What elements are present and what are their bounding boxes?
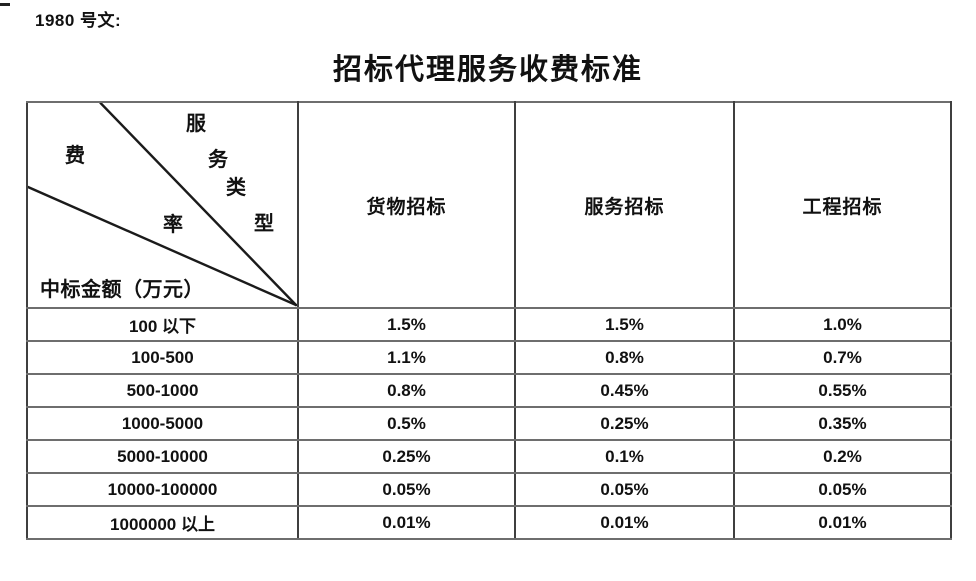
corner-row-axis-label: 中标金额（万元） [40,279,204,301]
table-row: 500-1000 0.8% 0.45% 0.55% [26,373,952,408]
row-label-cell: 100-500 [26,340,299,375]
fee-value-cell: 0.2% [733,439,952,474]
fee-value-cell: 0.01% [514,505,735,540]
fee-value-cell: 0.55% [733,373,952,408]
table-header-row: 费 服 务 类 率 型 中标金额（万元） 货物招标 服务招标 工程招标 [26,101,952,309]
row-label-cell: 5000-10000 [26,439,299,474]
table-row: 10000-100000 0.05% 0.05% 0.05% [26,472,952,507]
fee-value-cell: 0.25% [514,406,735,441]
fee-value-cell: 0.8% [297,373,516,408]
column-header-goods: 货物招标 [297,101,516,309]
doc-number: 1980 号文: [35,11,122,30]
row-label-cell: 1000-5000 [26,406,299,441]
table-row: 5000-10000 0.25% 0.1% 0.2% [26,439,952,474]
scan-artifact [0,3,10,6]
row-label-cell: 10000-100000 [26,472,299,507]
fee-value-cell: 0.35% [733,406,952,441]
table-row: 1000-5000 0.5% 0.25% 0.35% [26,406,952,441]
fee-value-cell: 0.45% [514,373,735,408]
page-title: 招标代理服务收费标准 [332,54,643,86]
row-label-cell: 1000000 以上 [26,505,299,540]
fee-value-cell: 0.01% [733,505,952,540]
fee-value-cell: 1.5% [514,307,735,342]
fee-value-cell: 0.25% [297,439,516,474]
column-header-service: 服务招标 [514,101,735,309]
table-row: 100-500 1.1% 0.8% 0.7% [26,340,952,375]
corner-service-char3: 类 [226,177,246,199]
fee-value-cell: 0.01% [297,505,516,540]
table-row: 100 以下 1.5% 1.5% 1.0% [26,307,952,342]
fee-value-cell: 0.05% [514,472,735,507]
fee-value-cell: 0.8% [514,340,735,375]
fee-value-cell: 1.1% [297,340,516,375]
corner-service-char4: 型 [254,213,274,235]
fee-value-cell: 1.0% [733,307,952,342]
diagonal-lines [28,103,297,307]
corner-service-char1: 服 [186,113,206,135]
fee-value-cell: 0.05% [733,472,952,507]
fee-standard-table: 费 服 务 类 率 型 中标金额（万元） 货物招标 服务招标 工程招标 100 … [26,101,952,540]
corner-rate-char: 率 [163,214,183,236]
fee-value-cell: 1.5% [297,307,516,342]
fee-value-cell: 0.7% [733,340,952,375]
corner-fee-char: 费 [65,145,85,167]
table-row: 1000000 以上 0.01% 0.01% 0.01% [26,505,952,540]
row-label-cell: 100 以下 [26,307,299,342]
column-header-engineering: 工程招标 [733,101,952,309]
fee-value-cell: 0.05% [297,472,516,507]
corner-service-char2: 务 [208,149,228,171]
diagonal-corner-cell: 费 服 务 类 率 型 中标金额（万元） [26,101,299,309]
row-label-cell: 500-1000 [26,373,299,408]
fee-value-cell: 0.1% [514,439,735,474]
fee-value-cell: 0.5% [297,406,516,441]
